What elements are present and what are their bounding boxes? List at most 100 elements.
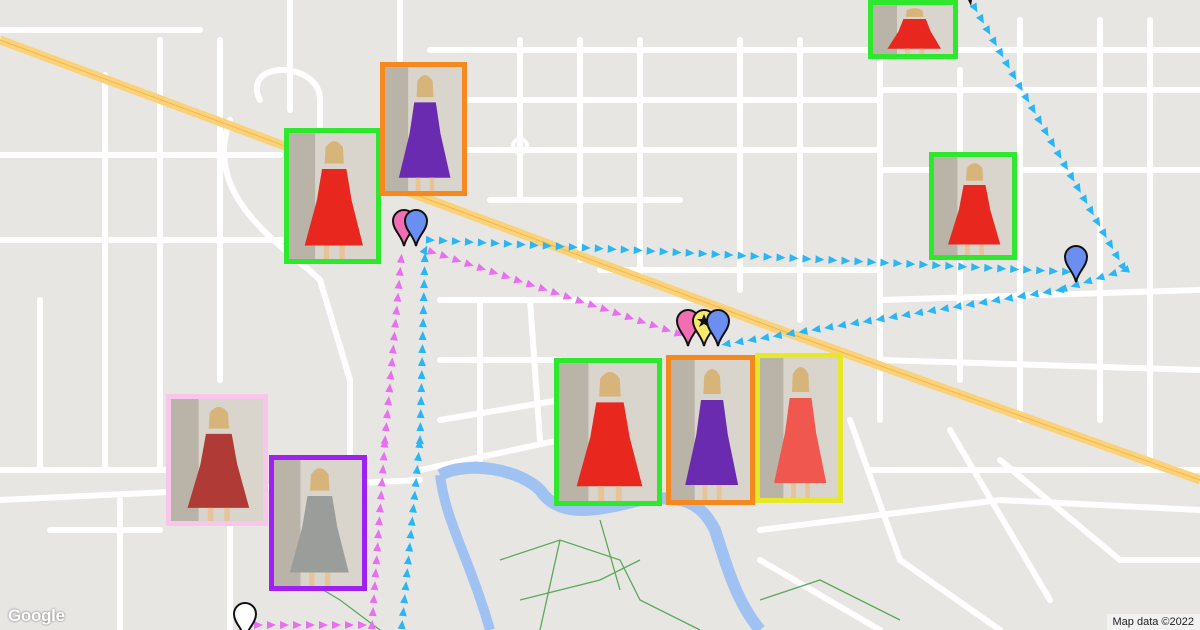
google-logo[interactable]: Google	[8, 606, 65, 625]
walking-path	[759, 579, 901, 621]
pink-route-arrow	[358, 621, 367, 629]
blue-route-arrow	[1062, 267, 1072, 276]
blue-route-arrow	[926, 306, 937, 315]
photo-image	[671, 360, 750, 500]
pink-route-arrow	[673, 328, 684, 337]
blue-route-arrow	[419, 245, 428, 256]
blue-route-arrow	[412, 464, 421, 475]
blue-route-arrow	[408, 503, 417, 513]
blue-route-arrow	[1111, 250, 1120, 261]
road	[877, 357, 1200, 373]
blue-route-arrow	[988, 36, 997, 47]
road	[527, 297, 543, 443]
blue-route-arrow	[1029, 289, 1039, 298]
blue-route-arrow	[1040, 126, 1049, 137]
photo-image	[289, 133, 376, 259]
road	[254, 67, 323, 143]
red-dress-photo[interactable]	[929, 152, 1017, 260]
blue-route-arrow	[1042, 287, 1052, 296]
blue-route-arrow	[1036, 266, 1046, 275]
blue-route-arrow	[1027, 104, 1036, 114]
blue-route-arrow	[581, 243, 591, 252]
blue-route-arrow	[685, 248, 695, 257]
blue-route-arrow	[763, 252, 773, 261]
blue-route-arrow	[906, 259, 916, 268]
blue-route-arrow	[1023, 265, 1033, 274]
purple-dress-photo[interactable]	[380, 62, 467, 196]
pink-route-arrow	[377, 477, 386, 487]
blue-route-arrow	[789, 253, 799, 262]
pink-route-arrow	[382, 409, 391, 419]
pink-route-arrow	[426, 246, 437, 255]
blue-route-arrow	[1059, 160, 1068, 171]
pink-route-arrow	[513, 275, 524, 284]
purple-dress-photo[interactable]	[666, 355, 755, 505]
blue-route-arrow	[516, 240, 526, 249]
blue-route-arrow	[965, 299, 975, 308]
grey-sweatsuit-photo[interactable]	[269, 455, 367, 591]
blue-route-arrow	[734, 337, 744, 346]
roundabout	[511, 137, 529, 155]
pink-route-arrow	[280, 621, 289, 629]
pink-route-arrow	[661, 324, 672, 333]
coral-top-photo[interactable]	[755, 353, 843, 503]
blue-route-arrow	[1055, 285, 1065, 294]
blue-route-arrow	[978, 297, 988, 306]
blue-route-arrow	[620, 245, 630, 254]
blue-route-arrow	[418, 331, 427, 341]
road	[757, 496, 1200, 533]
pink-route-arrow	[391, 318, 400, 328]
blue-route-arrow	[1079, 194, 1088, 205]
red-dress-photo[interactable]	[868, 0, 958, 59]
markers	[232, 0, 1089, 630]
blue-route-arrow	[990, 295, 1001, 304]
white-pin-icon[interactable]	[232, 602, 258, 630]
red-dress-photo[interactable]	[284, 128, 381, 264]
blue-route-arrow	[952, 302, 962, 310]
blue-pin-icon[interactable]	[403, 209, 429, 247]
blue-route-arrow	[841, 256, 851, 265]
pink-route-arrow	[439, 251, 450, 259]
blue-route-arrow	[969, 2, 978, 13]
pink-route-arrow	[612, 308, 622, 316]
highway-edge	[0, 39, 1200, 481]
pink-route-arrow	[384, 396, 393, 406]
blue-route-arrow	[798, 326, 808, 335]
blue-route-arrow	[984, 263, 994, 272]
blue-route-arrow	[772, 331, 783, 339]
pink-route-arrow	[392, 305, 401, 315]
black-pin-icon[interactable]	[968, 0, 972, 6]
blue-route-arrow	[932, 261, 942, 270]
blue-route-arrow	[1001, 58, 1010, 69]
pink-route-arrow	[332, 621, 341, 629]
pink-route-arrow	[370, 581, 379, 591]
pink-route-arrow	[381, 422, 390, 432]
pink-route-arrow	[376, 490, 385, 500]
walking-path	[519, 559, 641, 601]
blue-route-arrow	[759, 333, 770, 342]
map-attribution[interactable]: Map data ©2022	[1106, 614, 1200, 630]
blue-route-arrow	[919, 260, 929, 269]
blue-route-arrow	[880, 258, 890, 267]
blue-route-arrow	[997, 264, 1007, 273]
blue-pin-icon[interactable]	[705, 309, 731, 347]
blue-route-arrow	[416, 409, 425, 419]
pink-route-arrow	[372, 555, 381, 565]
blue-route-arrow	[416, 396, 425, 406]
blue-pin-icon[interactable]	[1063, 245, 1089, 283]
blue-route-arrow	[1082, 276, 1093, 285]
blue-route-arrow	[438, 236, 448, 245]
blue-route-arrow	[406, 529, 415, 539]
blue-route-arrow	[815, 255, 825, 264]
photo-image	[873, 5, 953, 54]
floral-set-photo[interactable]	[166, 394, 268, 526]
blue-route-arrow	[1066, 171, 1075, 182]
red-dress-photo[interactable]	[554, 358, 662, 506]
blue-route-arrow	[400, 594, 409, 604]
road	[417, 437, 563, 473]
blue-route-arrow	[646, 246, 656, 255]
pink-route-arrow	[500, 271, 511, 280]
pink-route-arrow	[375, 503, 384, 513]
